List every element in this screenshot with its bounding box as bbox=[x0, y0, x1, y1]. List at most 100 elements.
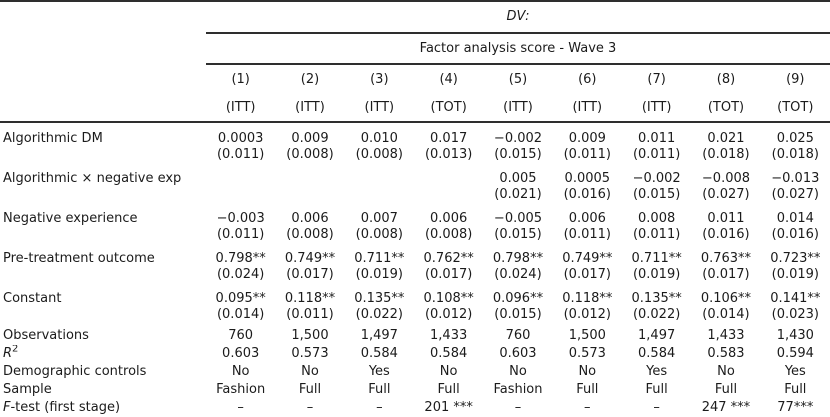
coef-cell bbox=[345, 163, 414, 187]
column-numbers-row: (1) (2) (3) (4) (5) (6) (7) (8) (9) bbox=[0, 64, 830, 94]
se-cell: (0.011) bbox=[632, 227, 681, 242]
se-row-algorithmic-x-negative-exp: (0.021) (0.016) (0.015) (0.027) (0.027) bbox=[0, 187, 830, 203]
col-number: (6) bbox=[578, 71, 597, 87]
se-cell: (0.019) bbox=[771, 267, 819, 282]
se-cell: (0.008) bbox=[286, 147, 334, 162]
se-cell: (0.023) bbox=[771, 307, 819, 322]
coef-cell: 0.106** bbox=[700, 291, 752, 306]
stat-cell: No bbox=[578, 364, 597, 379]
coef-cell: −0.005 bbox=[493, 211, 543, 226]
var-row-constant: Constant 0.095** 0.118** 0.135** 0.108**… bbox=[0, 283, 830, 307]
col-number: (5) bbox=[508, 71, 528, 87]
stat-row-r-squared: R2 0.603 0.573 0.584 0.584 0.603 0.573 0… bbox=[0, 345, 830, 363]
coef-cell: 0.108** bbox=[423, 291, 474, 306]
stat-cell: Full bbox=[298, 382, 322, 397]
coef-cell: 0.011 bbox=[707, 211, 745, 226]
coef-cell: 0.095** bbox=[215, 291, 266, 306]
se-cell: (0.016) bbox=[771, 227, 819, 242]
stat-cell: No bbox=[717, 364, 735, 379]
header-subtitle-row: Factor analysis score - Wave 3 bbox=[0, 33, 830, 65]
col-type: (ITT) bbox=[621, 94, 692, 123]
se-cell: (0.017) bbox=[424, 267, 473, 282]
stat-cell: – bbox=[584, 400, 591, 415]
stat-cell: – bbox=[306, 400, 314, 415]
stat-row-demographic-controls: Demographic controls No No Yes No No No … bbox=[0, 363, 830, 381]
stat-label: Demographic controls bbox=[3, 364, 147, 379]
row-label: Negative experience bbox=[3, 211, 138, 226]
stat-label: Observations bbox=[3, 328, 89, 343]
col-type: (ITT) bbox=[275, 94, 345, 123]
header-spacer bbox=[0, 1, 206, 33]
stat-cell: Full bbox=[784, 382, 807, 397]
var-row-negative-experience: Negative experience −0.003 0.006 0.007 0… bbox=[0, 203, 830, 227]
stat-cell: 1,500 bbox=[291, 328, 329, 343]
stat-row-observations: Observations 760 1,500 1,497 1,433 760 1… bbox=[0, 323, 830, 345]
se-cell: (0.017) bbox=[702, 267, 750, 282]
se-cell: (0.015) bbox=[494, 147, 542, 162]
coef-cell: 0.135** bbox=[354, 291, 405, 306]
se-cell: (0.017) bbox=[286, 267, 334, 282]
row-label: Pre-treatment outcome bbox=[3, 251, 155, 266]
col-type: (ITT) bbox=[206, 94, 276, 123]
coef-cell: 0.749** bbox=[284, 251, 336, 266]
coef-cell: 0.711** bbox=[631, 251, 682, 266]
row-label: Constant bbox=[3, 291, 62, 306]
coef-cell: 0.118** bbox=[284, 291, 336, 306]
se-cell bbox=[345, 187, 414, 203]
se-row-negative-experience: (0.011) (0.008) (0.008) (0.008) (0.015) … bbox=[0, 227, 830, 243]
stat-cell: 201 *** bbox=[424, 400, 473, 415]
se-cell: (0.024) bbox=[216, 267, 265, 282]
stat-cell: 1,497 bbox=[638, 328, 676, 343]
coef-cell: 0.009 bbox=[568, 131, 606, 146]
se-cell: (0.027) bbox=[771, 187, 819, 202]
stat-cell: 0.584 bbox=[430, 346, 468, 361]
stat-cell: 247 *** bbox=[701, 400, 751, 415]
col-number: (4) bbox=[439, 71, 458, 87]
se-cell: (0.016) bbox=[563, 187, 611, 202]
stat-cell: No bbox=[439, 364, 458, 379]
se-cell: (0.018) bbox=[771, 147, 819, 162]
row-label: Algorithmic × negative exp bbox=[3, 171, 182, 186]
stat-cell: Yes bbox=[368, 364, 390, 379]
stat-cell: Full bbox=[576, 382, 599, 397]
coef-cell: 0.007 bbox=[360, 211, 398, 226]
se-row-algorithmic-dm: (0.011) (0.008) (0.008) (0.013) (0.015) … bbox=[0, 147, 830, 163]
coef-cell: 0.0003 bbox=[217, 131, 264, 146]
stat-cell: 0.603 bbox=[222, 346, 260, 361]
stat-cell: 0.584 bbox=[638, 346, 676, 361]
col-type: (TOT) bbox=[413, 94, 484, 123]
column-types-row: (ITT) (ITT) (ITT) (TOT) (ITT) (ITT) (ITT… bbox=[0, 94, 830, 123]
stat-cell: 1,500 bbox=[568, 328, 606, 343]
stat-cell: – bbox=[514, 400, 522, 415]
stat-cell: 1,433 bbox=[430, 328, 468, 343]
col-type: (TOT) bbox=[691, 94, 761, 123]
stat-cell: 1,497 bbox=[360, 328, 398, 343]
se-cell: (0.012) bbox=[424, 307, 473, 322]
coef-cell: 0.798** bbox=[492, 251, 544, 266]
coef-cell: 0.010 bbox=[360, 131, 398, 146]
stat-cell: Full bbox=[437, 382, 460, 397]
stat-label: R2 bbox=[3, 345, 19, 361]
se-cell: (0.016) bbox=[702, 227, 750, 242]
header-dv-row: DV: bbox=[0, 1, 830, 34]
stat-cell: No bbox=[231, 364, 250, 379]
coef-cell: 0.009 bbox=[291, 131, 329, 146]
stat-cell: – bbox=[653, 400, 660, 415]
se-row-constant: (0.014) (0.011) (0.022) (0.012) (0.015) … bbox=[0, 307, 830, 323]
stat-cell: No bbox=[509, 364, 527, 379]
coef-cell: 0.0005 bbox=[564, 171, 611, 186]
se-cell: (0.008) bbox=[286, 227, 334, 242]
col-number: (1) bbox=[231, 71, 250, 87]
coef-cell: 0.135** bbox=[631, 291, 682, 306]
coef-cell: 0.711** bbox=[354, 251, 405, 266]
coef-cell: 0.006 bbox=[568, 211, 606, 226]
stat-cell: 0.584 bbox=[360, 346, 398, 361]
coef-cell: −0.008 bbox=[701, 171, 751, 186]
se-cell: (0.018) bbox=[702, 147, 750, 162]
stat-cell: – bbox=[376, 400, 383, 415]
col-number: (2) bbox=[300, 71, 320, 87]
stat-label: F-test (first stage) bbox=[3, 400, 121, 415]
stat-cell: Fashion bbox=[216, 382, 266, 397]
coef-cell: 0.141** bbox=[770, 291, 821, 306]
stat-cell: Full bbox=[714, 382, 738, 397]
